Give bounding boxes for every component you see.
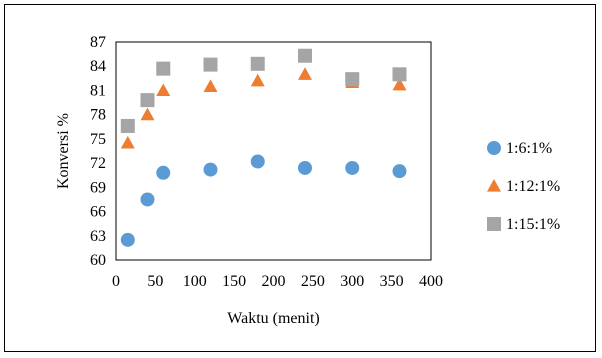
legend-item: 1:12:1% [487,178,560,195]
y-tick-label: 60 [90,252,106,269]
legend-label: 1:15:1% [506,216,560,233]
data-point [203,57,218,72]
y-tick-label: 87 [90,34,106,51]
data-point [298,67,312,80]
legend-item: 1:6:1% [487,140,552,157]
data-point [298,48,312,63]
y-tick-label: 84 [90,58,106,75]
data-point [120,135,135,149]
plot-border [115,41,432,261]
legend-label: 1:6:1% [506,140,552,157]
data-point [392,77,407,91]
data-point [392,164,407,179]
legend-marker [487,179,501,192]
data-point [156,61,171,76]
data-point [120,118,135,133]
data-point [140,192,155,207]
x-tick-label: 350 [380,273,404,290]
x-tick-label: 200 [262,273,286,290]
data-point [298,160,312,175]
series-3 [120,48,407,133]
x-tick-label: 100 [183,273,207,290]
x-tick-label: 0 [112,273,120,290]
data-point [140,107,155,121]
y-axis-tick-labels: 60 63 66 69 72 75 78 81 84 87 [90,34,106,269]
x-tick-label: 50 [147,273,163,290]
data-point [345,160,360,175]
y-tick-label: 63 [90,228,106,245]
data-point [250,154,265,169]
series-2 [120,67,407,149]
y-tick-label: 69 [90,179,106,196]
legend-item: 1:15:1% [487,216,560,233]
legend-label: 1:12:1% [506,178,560,195]
data-markers [120,48,407,247]
data-point [156,165,171,180]
data-point [140,93,155,108]
y-tick-label: 75 [90,131,106,148]
data-point [156,83,171,97]
legend-marker [487,217,501,231]
x-tick-label: 250 [301,273,325,290]
x-tick-label: 150 [222,273,246,290]
y-tick-label: 72 [90,155,106,172]
x-axis-tick-labels: 0 50 100 150 200 250 300 350 400 [112,273,443,290]
y-tick-label: 66 [90,204,106,221]
y-tick-label: 81 [90,82,106,99]
data-point [250,56,265,71]
data-point [250,73,265,87]
plot-area [115,41,432,261]
y-tick-label: 78 [90,107,106,124]
data-point [120,232,135,247]
x-tick-label: 300 [340,273,364,290]
x-tick-label: 400 [419,273,443,290]
legend: 1:6:1% 1:12:1% 1:15:1% [487,140,560,233]
legend-marker [487,141,501,155]
data-point [392,67,407,82]
data-point [203,79,218,93]
data-point [203,162,218,177]
y-axis-label: Konversi % [55,113,72,189]
data-point [345,72,360,87]
series-1 [120,154,407,247]
x-axis-label: Waktu (menit) [227,310,319,327]
